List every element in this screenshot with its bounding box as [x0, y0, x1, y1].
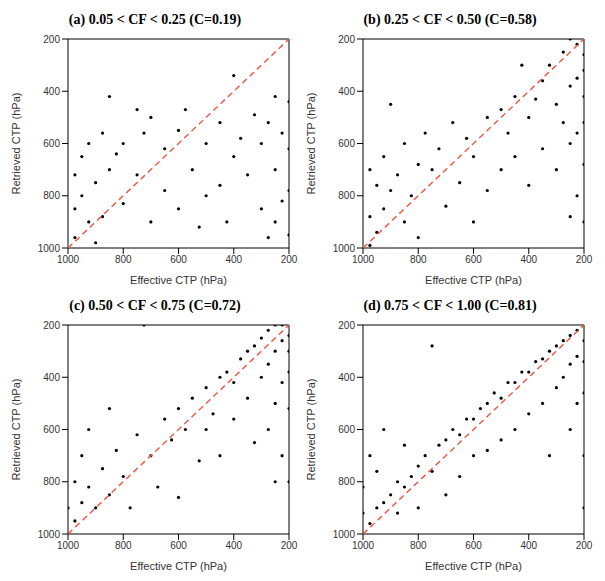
svg-text:800: 800 [410, 254, 427, 265]
svg-text:Effective CTP (hPa): Effective CTP (hPa) [130, 274, 227, 286]
svg-text:1000: 1000 [38, 243, 61, 254]
svg-text:800: 800 [115, 540, 132, 551]
html-text:(c) 0.50 < CF < 0.75 (C=0.72): (c) 0.50 < CF < 0.75 (C=0.72) [69, 298, 241, 313]
svg-text:200: 200 [576, 540, 593, 551]
svg-text:200: 200 [281, 254, 298, 265]
svg-text:800: 800 [43, 190, 60, 201]
svg-text:600: 600 [170, 254, 187, 265]
svg-text:200: 200 [281, 540, 298, 551]
svg-text:200: 200 [338, 320, 355, 331]
svg-text:200: 200 [576, 254, 593, 265]
svg-text:Retrieved CTP (hPa): Retrieved CTP (hPa) [305, 379, 317, 481]
html-text:(d) 0.75 < CF < 1.00 (C=0.81): (d) 0.75 < CF < 1.00 (C=0.81) [363, 298, 537, 313]
svg-text:800: 800 [410, 540, 427, 551]
svg-text:1000: 1000 [352, 540, 375, 551]
svg-text:600: 600 [465, 254, 482, 265]
svg-text:400: 400 [338, 372, 355, 383]
svg-text:400: 400 [520, 254, 537, 265]
svg-text:Effective CTP (hPa): Effective CTP (hPa) [130, 560, 227, 572]
svg-text:400: 400 [43, 372, 60, 383]
svg-text:800: 800 [43, 476, 60, 487]
svg-text:400: 400 [43, 86, 60, 97]
html-text:(b) 0.25 < CF < 0.50 (C=0.58): (b) 0.25 < CF < 0.50 (C=0.58) [363, 12, 537, 27]
svg-text:1000: 1000 [352, 254, 375, 265]
svg-text:1000: 1000 [333, 529, 356, 540]
svg-text:600: 600 [338, 138, 355, 149]
svg-text:600: 600 [43, 424, 60, 435]
svg-text:Retrieved CTP (hPa): Retrieved CTP (hPa) [10, 93, 22, 195]
svg-text:600: 600 [170, 540, 187, 551]
svg-text:1000: 1000 [333, 243, 356, 254]
svg-text:600: 600 [338, 424, 355, 435]
svg-text:Effective CTP (hPa): Effective CTP (hPa) [425, 274, 522, 286]
svg-text:1000: 1000 [38, 529, 61, 540]
svg-text:400: 400 [225, 540, 242, 551]
svg-text:800: 800 [338, 476, 355, 487]
svg-text:400: 400 [338, 86, 355, 97]
svg-text:200: 200 [43, 34, 60, 45]
svg-text:1000: 1000 [57, 540, 80, 551]
svg-text:200: 200 [43, 320, 60, 331]
svg-text:200: 200 [338, 34, 355, 45]
svg-text:800: 800 [338, 190, 355, 201]
svg-text:Effective CTP (hPa): Effective CTP (hPa) [425, 560, 522, 572]
svg-text:600: 600 [465, 540, 482, 551]
html-text:(a) 0.05 < CF < 0.25 (C=0.19): (a) 0.05 < CF < 0.25 (C=0.19) [68, 12, 242, 27]
svg-text:600: 600 [43, 138, 60, 149]
svg-text:400: 400 [520, 540, 537, 551]
svg-text:Retrieved CTP (hPa): Retrieved CTP (hPa) [10, 379, 22, 481]
svg-text:1000: 1000 [57, 254, 80, 265]
svg-text:800: 800 [115, 254, 132, 265]
svg-text:400: 400 [225, 254, 242, 265]
svg-text:Retrieved CTP (hPa): Retrieved CTP (hPa) [305, 93, 317, 195]
